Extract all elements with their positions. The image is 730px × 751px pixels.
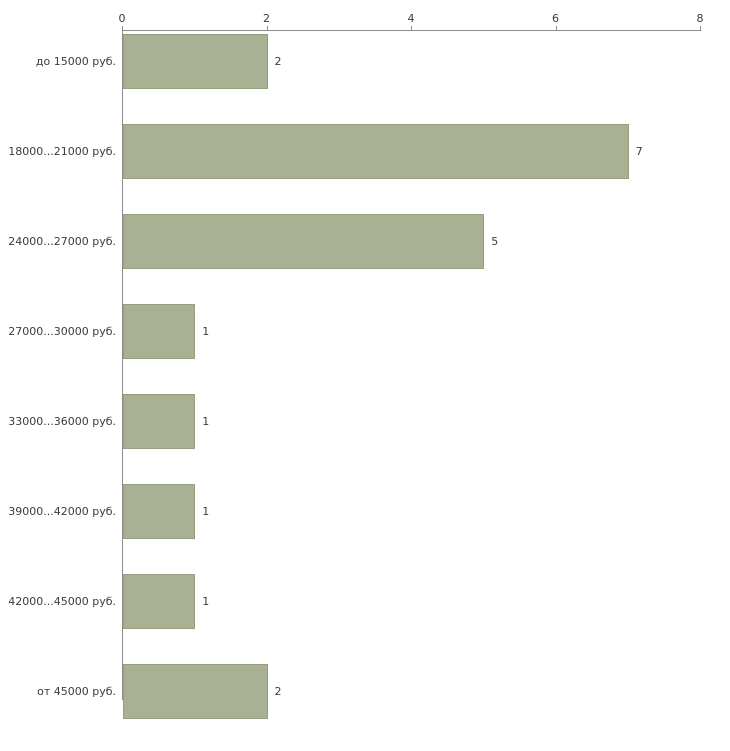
chart-row: до 15000 руб. 2 (0, 34, 730, 121)
bar (123, 574, 196, 629)
x-tick-label: 6 (552, 12, 559, 25)
x-tick-mark (122, 26, 123, 30)
bar (123, 304, 196, 359)
category-label: 27000...30000 руб. (8, 325, 116, 338)
bar-value-label: 2 (274, 685, 282, 698)
bar-value-label: 7 (635, 145, 643, 158)
chart-row: 42000...45000 руб. 1 (0, 574, 730, 661)
y-axis-line (122, 30, 123, 700)
bar-track: 1 (123, 484, 701, 539)
chart-row: от 45000 руб. 2 (0, 664, 730, 751)
x-axis: 0 2 4 6 8 (118, 0, 704, 30)
category-label: до 15000 руб. (35, 55, 116, 68)
chart-plot-area: до 15000 руб. 2 18000...21000 руб. 7 24000..… (0, 31, 730, 751)
category-label: 42000...45000 руб. (8, 595, 116, 608)
bar-track: 1 (123, 574, 701, 629)
bar-track: 7 (123, 124, 701, 179)
bar-track: 5 (123, 214, 701, 269)
x-tick-label: 4 (407, 12, 415, 25)
x-tick-mark (266, 26, 268, 30)
category-label: от 45000 руб. (37, 685, 116, 698)
bar-value-label: 1 (202, 595, 210, 608)
bar (123, 124, 629, 179)
category-label: 39000...42000 руб. (8, 505, 116, 518)
bar-track: 2 (123, 664, 701, 719)
bar-track: 1 (123, 304, 701, 359)
chart-row: 27000...30000 руб. 1 (0, 304, 730, 391)
category-label: 33000...36000 руб. (8, 415, 116, 428)
bar (123, 214, 485, 269)
bar-track: 2 (123, 34, 701, 89)
bar-value-label: 1 (202, 505, 210, 518)
chart-row: 33000...36000 руб. 1 (0, 394, 730, 481)
x-axis-line (122, 30, 701, 31)
bar (123, 664, 268, 719)
x-tick-label: 0 (118, 12, 126, 25)
bar-value-label: 1 (202, 415, 210, 428)
chart-row: 18000...21000 руб. 7 (0, 124, 730, 211)
x-tick-mark (555, 26, 557, 30)
category-label: 24000...27000 руб. (8, 235, 116, 248)
salary-distribution-bar-chart: 0 2 4 6 8 до 15000 руб. 2 18000...21000 руб. 7 2… (8, 0, 704, 719)
chart-row: 39000...42000 руб. 1 (0, 484, 730, 571)
x-tick-mark (700, 26, 701, 30)
x-tick-label: 2 (263, 12, 270, 25)
bar-value-label: 5 (491, 235, 499, 248)
x-tick-mark (411, 26, 412, 30)
bar (123, 394, 196, 449)
bar-value-label: 1 (202, 325, 210, 338)
x-tick-label: 8 (696, 12, 704, 25)
bar (123, 484, 196, 539)
bar (123, 34, 268, 89)
bar-value-label: 2 (274, 55, 282, 68)
bar-track: 1 (123, 394, 701, 449)
category-label: 18000...21000 руб. (8, 145, 116, 158)
chart-row: 24000...27000 руб. 5 (0, 214, 730, 301)
